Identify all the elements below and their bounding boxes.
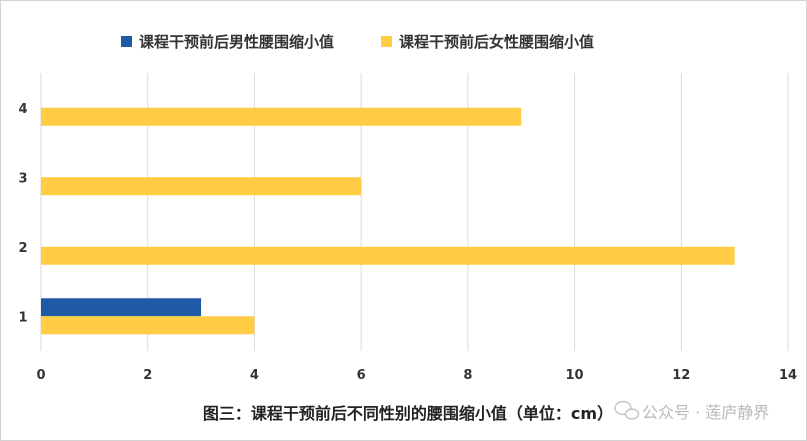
- wechat-logo-icon: [614, 400, 640, 420]
- legend-label-series1: 课程干预前后男性腰围缩小值: [139, 33, 334, 51]
- bar-series2-cat4: [41, 107, 522, 126]
- watermark-text: 公众号 · 莲庐静界: [642, 403, 769, 422]
- x-tick-label-14: 14: [779, 368, 797, 383]
- chart-caption: 图三：课程干预前后不同性别的腰围缩小值（单位：cm）: [203, 404, 613, 423]
- bar-series2-cat3: [41, 177, 362, 196]
- x-axis-ticks: 0 2 4 6 8 10 12 14: [36, 368, 797, 383]
- x-tick-label-0: 0: [36, 368, 45, 383]
- x-tick-label-4: 4: [250, 368, 259, 383]
- legend-swatch-series2: [381, 36, 392, 47]
- legend-swatch-series1: [121, 36, 132, 47]
- x-tick-label-8: 8: [463, 368, 472, 383]
- x-tick-label-12: 12: [672, 368, 690, 383]
- watermark: 公众号 · 莲庐静界: [614, 400, 769, 422]
- y-tick-label-4: 4: [18, 102, 27, 117]
- bar-series2-cat1: [41, 316, 255, 335]
- legend: 课程干预前后男性腰围缩小值 课程干预前后女性腰围缩小值: [121, 33, 594, 51]
- bar-series2-cat2: [41, 246, 735, 265]
- y-tick-label-1: 1: [18, 310, 27, 325]
- y-axis-ticks: 1 2 3 4: [18, 102, 27, 326]
- x-tick-label-10: 10: [566, 368, 584, 383]
- x-tick-label-2: 2: [143, 368, 152, 383]
- x-tick-label-6: 6: [357, 368, 366, 383]
- bars: [41, 107, 735, 335]
- y-tick-label-3: 3: [18, 171, 27, 186]
- legend-label-series2: 课程干预前后女性腰围缩小值: [399, 33, 594, 51]
- y-tick-label-2: 2: [18, 241, 27, 256]
- bar-series1-cat1: [41, 298, 202, 317]
